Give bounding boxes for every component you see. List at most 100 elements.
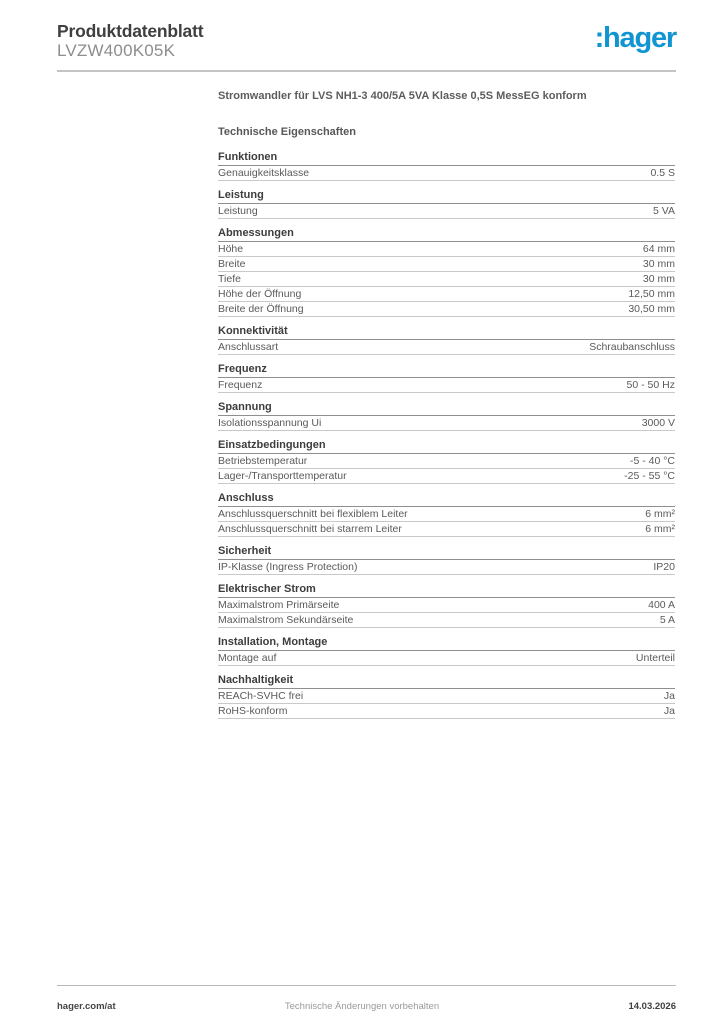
footer-website: hager.com/at (57, 1001, 116, 1012)
spec-section: Spannung Isolationsspannung Ui 3000 V (218, 401, 675, 431)
spec-section: Installation, Montage Montage auf Untert… (218, 636, 675, 666)
spec-value: -5 - 40 °C (629, 454, 675, 467)
spec-value: 50 - 50 Hz (626, 378, 675, 391)
page-footer: hager.com/at Technische Änderungen vorbe… (0, 1001, 724, 1015)
spec-label: Breite (218, 257, 246, 270)
footer-notice: Technische Änderungen vorbehalten (284, 1001, 440, 1012)
spec-value: Unterteil (635, 651, 675, 664)
section-heading: Frequenz (218, 363, 675, 378)
spec-section: Sicherheit IP-Klasse (Ingress Protection… (218, 545, 675, 575)
spec-value: 400 A (648, 598, 675, 611)
spec-label: Leistung (218, 204, 258, 217)
spec-section: Leistung Leistung 5 VA (218, 189, 675, 219)
hager-logo: :hager (594, 22, 678, 54)
footer-divider (57, 985, 676, 986)
spec-row: Anschlussart Schraubanschluss (218, 340, 675, 355)
spec-value: 64 mm (642, 242, 675, 255)
spec-label: Isolationsspannung Ui (218, 416, 322, 429)
section-heading: Abmessungen (218, 227, 675, 242)
header-divider (57, 70, 676, 72)
spec-row: Montage auf Unterteil (218, 651, 675, 666)
section-heading: Konnektivität (218, 325, 675, 340)
footer-date: 14.03.2026 (628, 1001, 676, 1012)
section-heading: Funktionen (218, 151, 675, 166)
spec-row: IP-Klasse (Ingress Protection) IP20 (218, 560, 675, 575)
spec-label: Anschlussquerschnitt bei starrem Leiter (218, 522, 402, 535)
section-rows: Montage auf Unterteil (218, 651, 675, 666)
spec-row: RoHS-konform Ja (218, 704, 675, 719)
spec-value: 30 mm (642, 272, 675, 285)
product-reference: LVZW400K05K (57, 41, 176, 60)
spec-value: Ja (663, 704, 675, 717)
section-rows: Isolationsspannung Ui 3000 V (218, 416, 675, 431)
spec-label: Anschlussquerschnitt bei flexiblem Leite… (218, 507, 408, 520)
spec-value: 30 mm (642, 257, 675, 270)
spec-row: Leistung 5 VA (218, 204, 675, 219)
spec-row: Tiefe 30 mm (218, 272, 675, 287)
spec-label: Breite der Öffnung (218, 302, 304, 315)
spec-row: Frequenz 50 - 50 Hz (218, 378, 675, 393)
spec-label: REACh-SVHC frei (218, 689, 304, 702)
spec-label: Höhe der Öffnung (218, 287, 302, 300)
spec-value: 6 mm² (645, 522, 675, 535)
product-title: Stromwandler für LVS NH1-3 400/5A 5VA Kl… (218, 90, 587, 102)
section-rows: Frequenz 50 - 50 Hz (218, 378, 675, 393)
spec-value: IP20 (653, 560, 675, 573)
spec-sections: Funktionen Genauigkeitsklasse 0.5 S Leis… (218, 151, 675, 719)
spec-value: Schraubanschluss (589, 340, 675, 353)
section-rows: Anschlussquerschnitt bei flexiblem Leite… (218, 507, 675, 537)
spec-value: 6 mm² (645, 507, 675, 520)
spec-row: Maximalstrom Primärseite 400 A (218, 598, 675, 613)
spec-value: 12,50 mm (628, 287, 675, 300)
section-heading: Anschluss (218, 492, 675, 507)
spec-value: -25 - 55 °C (624, 469, 675, 482)
spec-section: Abmessungen Höhe 64 mm Breite 30 mm Tief… (218, 227, 675, 317)
technical-properties-title: Technische Eigenschaften (218, 126, 356, 138)
spec-label: Montage auf (218, 651, 277, 664)
section-rows: IP-Klasse (Ingress Protection) IP20 (218, 560, 675, 575)
spec-row: Genauigkeitsklasse 0.5 S (218, 166, 675, 181)
spec-value: 5 VA (653, 204, 675, 217)
spec-label: Anschlussart (218, 340, 279, 353)
spec-section: Konnektivität Anschlussart Schraubanschl… (218, 325, 675, 355)
spec-label: IP-Klasse (Ingress Protection) (218, 560, 358, 573)
section-rows: Genauigkeitsklasse 0.5 S (218, 166, 675, 181)
spec-label: Lager-/Transporttemperatur (218, 469, 347, 482)
spec-label: Maximalstrom Primärseite (218, 598, 340, 611)
section-rows: Maximalstrom Primärseite 400 A Maximalst… (218, 598, 675, 628)
spec-section: Nachhaltigkeit REACh-SVHC frei Ja RoHS-k… (218, 674, 675, 719)
spec-row: Maximalstrom Sekundärseite 5 A (218, 613, 675, 628)
spec-row: REACh-SVHC frei Ja (218, 689, 675, 704)
section-rows: Anschlussart Schraubanschluss (218, 340, 675, 355)
spec-value: Ja (663, 689, 675, 702)
doc-type-title: Produktdatenblatt (57, 21, 204, 41)
section-heading: Elektrischer Strom (218, 583, 675, 598)
spec-row: Höhe der Öffnung 12,50 mm (218, 287, 675, 302)
page-header: Produktdatenblatt LVZW400K05K :hager (57, 21, 678, 61)
spec-section: Funktionen Genauigkeitsklasse 0.5 S (218, 151, 675, 181)
section-heading: Spannung (218, 401, 675, 416)
spec-row: Betriebstemperatur -5 - 40 °C (218, 454, 675, 469)
spec-label: RoHS-konform (218, 704, 288, 717)
spec-value: 5 A (659, 613, 675, 626)
spec-row: Breite der Öffnung 30,50 mm (218, 302, 675, 317)
spec-value: 3000 V (641, 416, 675, 429)
spec-section: Elektrischer Strom Maximalstrom Primärse… (218, 583, 675, 628)
spec-label: Höhe (218, 242, 244, 255)
spec-section: Einsatzbedingungen Betriebstemperatur -5… (218, 439, 675, 484)
section-heading: Nachhaltigkeit (218, 674, 675, 689)
section-heading: Einsatzbedingungen (218, 439, 675, 454)
spec-label: Genauigkeitsklasse (218, 166, 310, 179)
section-heading: Installation, Montage (218, 636, 675, 651)
spec-row: Breite 30 mm (218, 257, 675, 272)
spec-section: Frequenz Frequenz 50 - 50 Hz (218, 363, 675, 393)
section-rows: Betriebstemperatur -5 - 40 °C Lager-/Tra… (218, 454, 675, 484)
section-rows: Höhe 64 mm Breite 30 mm Tiefe 30 mm Höhe… (218, 242, 675, 317)
spec-row: Isolationsspannung Ui 3000 V (218, 416, 675, 431)
spec-row: Höhe 64 mm (218, 242, 675, 257)
spec-row: Anschlussquerschnitt bei starrem Leiter … (218, 522, 675, 537)
section-heading: Leistung (218, 189, 675, 204)
section-rows: Leistung 5 VA (218, 204, 675, 219)
spec-label: Frequenz (218, 378, 263, 391)
